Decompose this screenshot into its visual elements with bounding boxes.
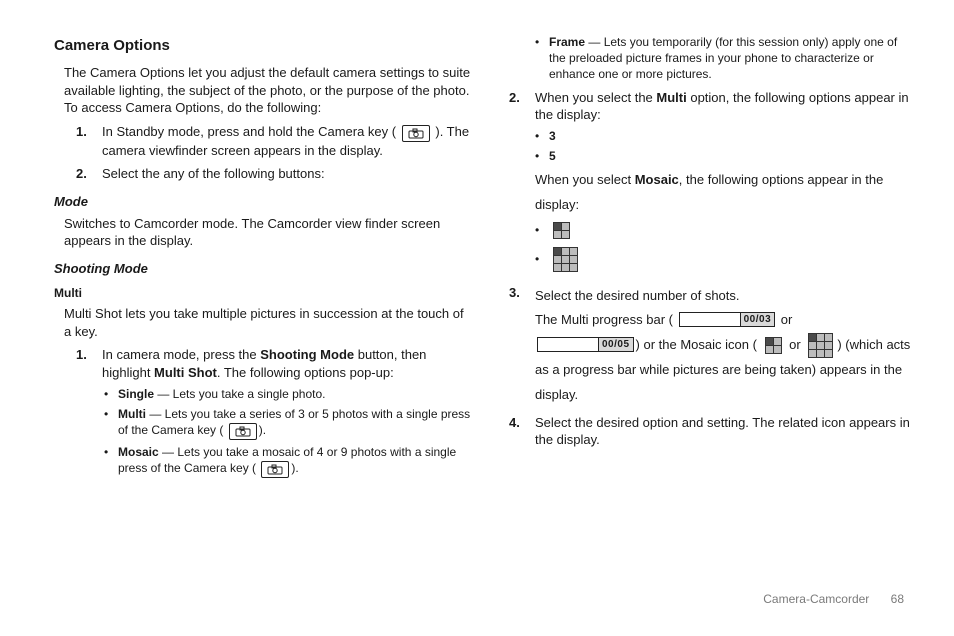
step-number: 3. <box>509 284 535 408</box>
multi-body: Multi Shot lets you take multiple pictur… <box>64 305 471 340</box>
text: — Lets you take a series of 3 or 5 photo… <box>118 407 470 437</box>
option-text <box>549 221 916 238</box>
text: or <box>781 312 793 327</box>
step-text: Select the any of the following buttons: <box>102 165 471 183</box>
step-number: 1. <box>76 123 102 160</box>
mosaic-9-icon <box>553 247 578 272</box>
text: When you select the <box>535 90 656 105</box>
bullet-icon: • <box>104 386 118 402</box>
shooting-step-1: 1. In camera mode, press the Shooting Mo… <box>76 346 471 381</box>
footer-page-number: 68 <box>891 592 904 606</box>
mosaic-option-4: • <box>535 221 916 238</box>
right-column: • Frame — Lets you temporarily (for this… <box>499 30 916 590</box>
mosaic-4-icon <box>765 337 782 354</box>
step-3-right: 3. Select the desired number of shots. T… <box>509 284 916 408</box>
bold: Shooting Mode <box>260 347 354 362</box>
left-column: Camera Options The Camera Options let yo… <box>54 30 471 590</box>
step-number: 1. <box>76 346 102 381</box>
bullet-icon: • <box>104 444 118 478</box>
option-text <box>549 247 916 272</box>
text: In camera mode, press the <box>102 347 260 362</box>
bullet-icon: • <box>535 251 549 267</box>
bold: Multi <box>656 90 686 105</box>
camera-key-icon <box>229 423 257 440</box>
progress-bar-3: 00/03 <box>679 312 776 327</box>
step-4-right: 4. Select the desired option and setting… <box>509 414 916 449</box>
bold: Multi Shot <box>154 365 217 380</box>
subheading-mode: Mode <box>54 193 471 211</box>
progress-bar-label: 00/05 <box>598 338 633 351</box>
page-footer: Camera-Camcorder 68 <box>763 592 904 606</box>
bullet-icon: • <box>104 406 118 440</box>
option-label: Multi <box>118 407 146 421</box>
option-text: Single — Lets you take a single photo. <box>118 386 471 402</box>
camera-key-icon <box>261 461 289 478</box>
option-label: Frame <box>549 35 585 49</box>
option-mosaic: • Mosaic — Lets you take a mosaic of 4 o… <box>104 444 471 478</box>
text: Select the desired number of shots. <box>535 288 740 303</box>
step-text: In Standby mode, press and hold the Came… <box>102 123 471 160</box>
bullet-icon: • <box>535 222 549 238</box>
text: ) or the Mosaic icon ( <box>636 337 757 352</box>
text: ). <box>291 461 298 475</box>
text: . The following options pop-up: <box>217 365 394 380</box>
text: — Lets you take a single photo. <box>154 387 325 401</box>
bullet-icon: • <box>535 148 549 164</box>
option-3: • 3 <box>535 128 916 144</box>
option-frame: • Frame — Lets you temporarily (for this… <box>535 34 916 83</box>
step-1: 1. In Standby mode, press and hold the C… <box>76 123 471 160</box>
option-label: Single <box>118 387 154 401</box>
intro-paragraph: The Camera Options let you adjust the de… <box>64 64 471 117</box>
option-single: • Single — Lets you take a single photo. <box>104 386 471 402</box>
option-label: 5 <box>549 149 556 163</box>
step-text: Select the desired number of shots. The … <box>535 284 916 408</box>
option-text: Mosaic — Lets you take a mosaic of 4 or … <box>118 444 471 478</box>
step-text: When you select the Multi option, the fo… <box>535 89 916 124</box>
text: ). <box>259 423 266 437</box>
step-number: 2. <box>509 89 535 124</box>
step-2: 2. Select the any of the following butto… <box>76 165 471 183</box>
mosaic-4-icon <box>553 222 570 239</box>
bullet-icon: • <box>535 34 549 83</box>
mosaic-9-icon <box>808 333 833 358</box>
text: — Lets you temporarily (for this session… <box>549 35 897 81</box>
step-text: In camera mode, press the Shooting Mode … <box>102 346 471 381</box>
option-label: 3 <box>549 129 556 143</box>
option-multi: • Multi — Lets you take a series of 3 or… <box>104 406 471 440</box>
text: In Standby mode, press and hold the Came… <box>102 124 396 139</box>
mosaic-intro: When you select Mosaic, the following op… <box>535 168 916 217</box>
bullet-icon: • <box>535 128 549 144</box>
option-label: Mosaic <box>118 445 159 459</box>
step-text: Select the desired option and setting. T… <box>535 414 916 449</box>
option-5: • 5 <box>535 148 916 164</box>
camera-key-icon <box>402 125 430 142</box>
bold: Mosaic <box>635 172 679 187</box>
step-number: 2. <box>76 165 102 183</box>
footer-section: Camera-Camcorder <box>763 592 869 606</box>
option-text: Multi — Lets you take a series of 3 or 5… <box>118 406 471 440</box>
text: or <box>786 337 805 352</box>
option-text: 3 <box>549 128 916 144</box>
progress-bar-label: 00/03 <box>740 313 775 326</box>
subheading-multi: Multi <box>54 285 471 301</box>
text: The Multi progress bar ( <box>535 312 673 327</box>
subheading-shooting-mode: Shooting Mode <box>54 260 471 278</box>
step-2-right: 2. When you select the Multi option, the… <box>509 89 916 124</box>
step-number: 4. <box>509 414 535 449</box>
mode-body: Switches to Camcorder mode. The Camcorde… <box>64 215 471 250</box>
progress-bar-5: 00/05 <box>537 337 634 352</box>
option-text: 5 <box>549 148 916 164</box>
mosaic-option-9: • <box>535 247 916 272</box>
option-text: Frame — Lets you temporarily (for this s… <box>549 34 916 83</box>
heading-camera-options: Camera Options <box>54 36 471 56</box>
text: When you select <box>535 172 635 187</box>
